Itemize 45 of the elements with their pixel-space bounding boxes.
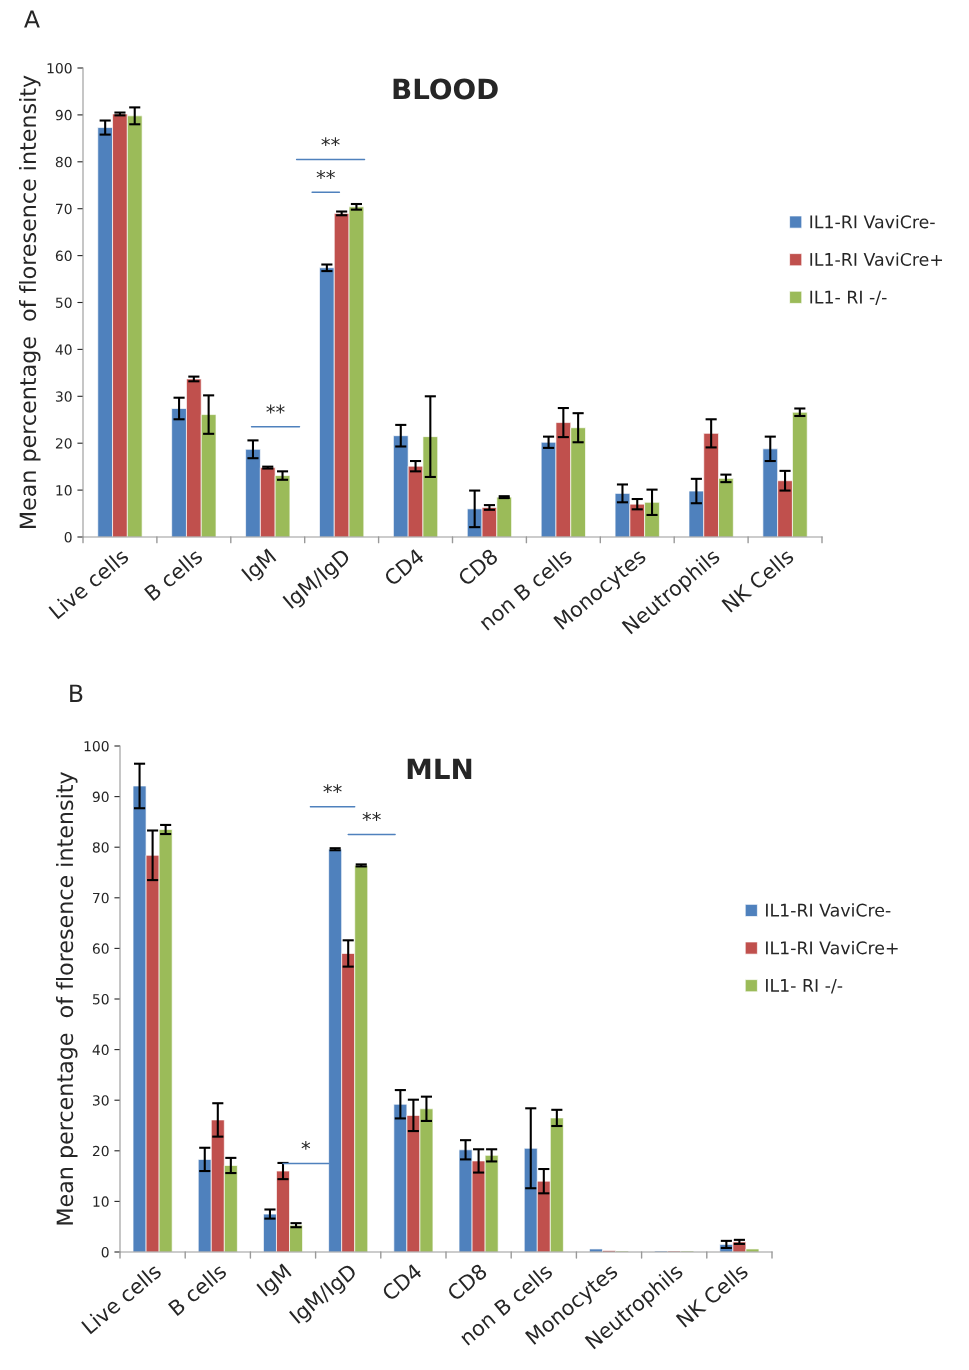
y-axis-title: Mean percentage of floresence intensity [19, 75, 41, 528]
chart-title: MLN [407, 758, 472, 779]
y-tick-label: 70 [56, 203, 72, 215]
y-tick-label: 100 [47, 62, 72, 74]
text: A [24, 10, 40, 28]
legend-label: IL1-RI VaviCre+ [810, 252, 943, 267]
y-tick-label: 0 [64, 531, 72, 543]
y-tick-label: 20 [92, 1145, 109, 1157]
legend-label: IL1-RI VaviCre- [810, 214, 935, 229]
y-axis-title: Mean percentage of floresence intensity [56, 772, 78, 1225]
y-tick-label: 100 [84, 740, 109, 752]
y-tick-label: 40 [55, 344, 72, 355]
y-tick-label: 60 [55, 250, 72, 262]
text: B [70, 684, 83, 702]
annotation: ** [323, 784, 342, 794]
annotation: ** [321, 137, 340, 147]
annotation: * [301, 1140, 311, 1150]
legend-label: IL1-RI VaviCre- [766, 903, 891, 917]
y-tick-label: 30 [92, 1095, 109, 1106]
y-tick-label: 10 [93, 1196, 109, 1207]
y-tick-label: 30 [55, 391, 72, 402]
y-tick-label: 80 [55, 156, 72, 168]
annotation: ** [316, 170, 335, 179]
annotation: ** [362, 812, 381, 821]
y-tick-label: 0 [101, 1246, 109, 1258]
y-tick-label: 20 [55, 438, 72, 449]
legend-label: IL1- RI -/- [766, 979, 843, 994]
legend-label: IL1-RI VaviCre+ [766, 940, 898, 955]
x-tick-label: CD8 [456, 547, 499, 587]
y-tick-label: 80 [92, 842, 109, 853]
y-tick-label: 70 [93, 892, 109, 904]
y-tick-label: 40 [92, 1044, 109, 1056]
legend-label: IL1- RI -/- [810, 290, 887, 306]
y-tick-label: 50 [55, 297, 72, 308]
x-tick-label: CD4 [383, 547, 426, 587]
y-tick-label: 10 [56, 485, 72, 496]
chart-title: BLOOD [393, 78, 498, 100]
y-tick-label: 50 [92, 993, 109, 1005]
y-tick-label: 60 [92, 943, 109, 954]
x-tick-label: IgM [241, 548, 280, 585]
x-tick-label: CD4 [380, 1262, 423, 1302]
x-tick-label: CD8 [446, 1262, 488, 1302]
y-tick-label: 90 [92, 791, 109, 803]
y-tick-label: 90 [55, 109, 72, 121]
annotation: ** [266, 404, 285, 414]
